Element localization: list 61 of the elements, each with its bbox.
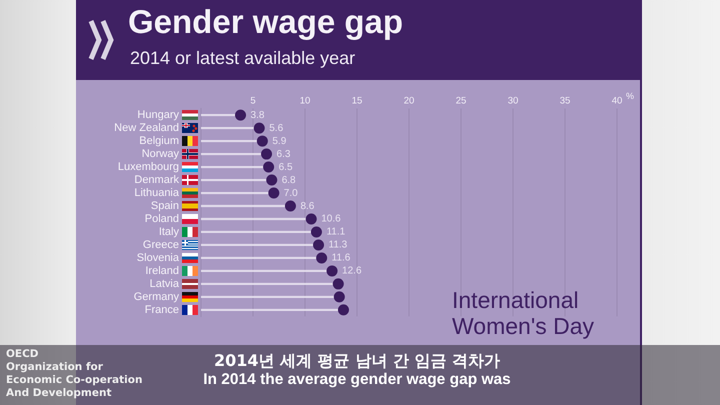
- point: [316, 252, 328, 264]
- text: In 2014 the average gender wage gap was: [202, 371, 512, 389]
- point: [235, 110, 246, 121]
- y-tick-label: Norway: [142, 148, 180, 160]
- point: [334, 291, 345, 302]
- point: [306, 213, 317, 224]
- y-tick-label: Slovenia: [136, 252, 180, 264]
- point: [261, 148, 272, 160]
- data-label: 6.8: [282, 174, 296, 186]
- data-label: 11.3: [328, 240, 348, 251]
- data-label: 6.5: [278, 162, 293, 173]
- point: [254, 122, 265, 134]
- x-tick-label: 20: [404, 96, 414, 107]
- text: Organization for Economic Co-operation And Development: [6, 361, 144, 400]
- data-label: 5.9: [272, 136, 287, 147]
- chart-subtitle: 2014 or latest available year: [130, 48, 356, 69]
- point: [256, 136, 268, 147]
- text: 2014년 세계 평균 남녀 간 임금 격차가: [213, 351, 501, 372]
- y-tick-label: Spain: [150, 200, 179, 212]
- point: [310, 226, 322, 238]
- point: [332, 278, 344, 290]
- point: [284, 200, 296, 212]
- point: [338, 304, 349, 316]
- data-label: 7.0: [284, 188, 298, 199]
- y-tick-label: Ireland: [145, 264, 179, 277]
- annotation: International Women's Day: [452, 287, 596, 339]
- y-tick-label: Lithuania: [134, 187, 180, 200]
- chart-title: Gender wage gap: [128, 3, 404, 41]
- data-label: 3.8: [250, 110, 265, 121]
- y-tick-label: Hungary: [137, 109, 180, 122]
- point: [268, 188, 280, 199]
- x-tick-label: 30: [508, 96, 518, 107]
- data-label: 5.6: [269, 122, 284, 134]
- x-tick-label: 25: [456, 96, 466, 107]
- y-tick-label: Italy: [158, 226, 180, 238]
- y-tick-label: France: [144, 304, 179, 316]
- point: [326, 265, 338, 276]
- x-axis-title: %: [626, 91, 634, 102]
- y-tick-label: Luxembourg: [118, 161, 179, 174]
- point: [313, 239, 324, 250]
- data-label: 10.6: [321, 214, 342, 225]
- x-tick-label: 10: [300, 96, 310, 107]
- y-tick-label: Denmark: [134, 174, 180, 186]
- point: [263, 162, 274, 173]
- data-label: 12.6: [342, 266, 362, 277]
- y-tick-label: Germany: [134, 290, 180, 303]
- x-tick-label: 15: [352, 96, 362, 107]
- x-tick-label: 5: [250, 96, 256, 107]
- data-label: 6.3: [276, 148, 291, 160]
- y-tick-label: Latvia: [150, 278, 180, 290]
- data-label: 11.1: [326, 226, 346, 238]
- x-tick-label: 40: [612, 96, 622, 107]
- y-tick-label: Poland: [144, 213, 179, 226]
- y-tick-label: Belgium: [139, 135, 179, 148]
- data-label: 8.6: [300, 200, 315, 212]
- y-tick-label: Greece: [142, 239, 179, 251]
- x-tick-label: 35: [560, 96, 570, 107]
- y-tick-label: New Zealand: [114, 122, 179, 134]
- text: OECD: [6, 348, 40, 361]
- point: [266, 174, 278, 186]
- data-label: 11.6: [332, 252, 351, 264]
